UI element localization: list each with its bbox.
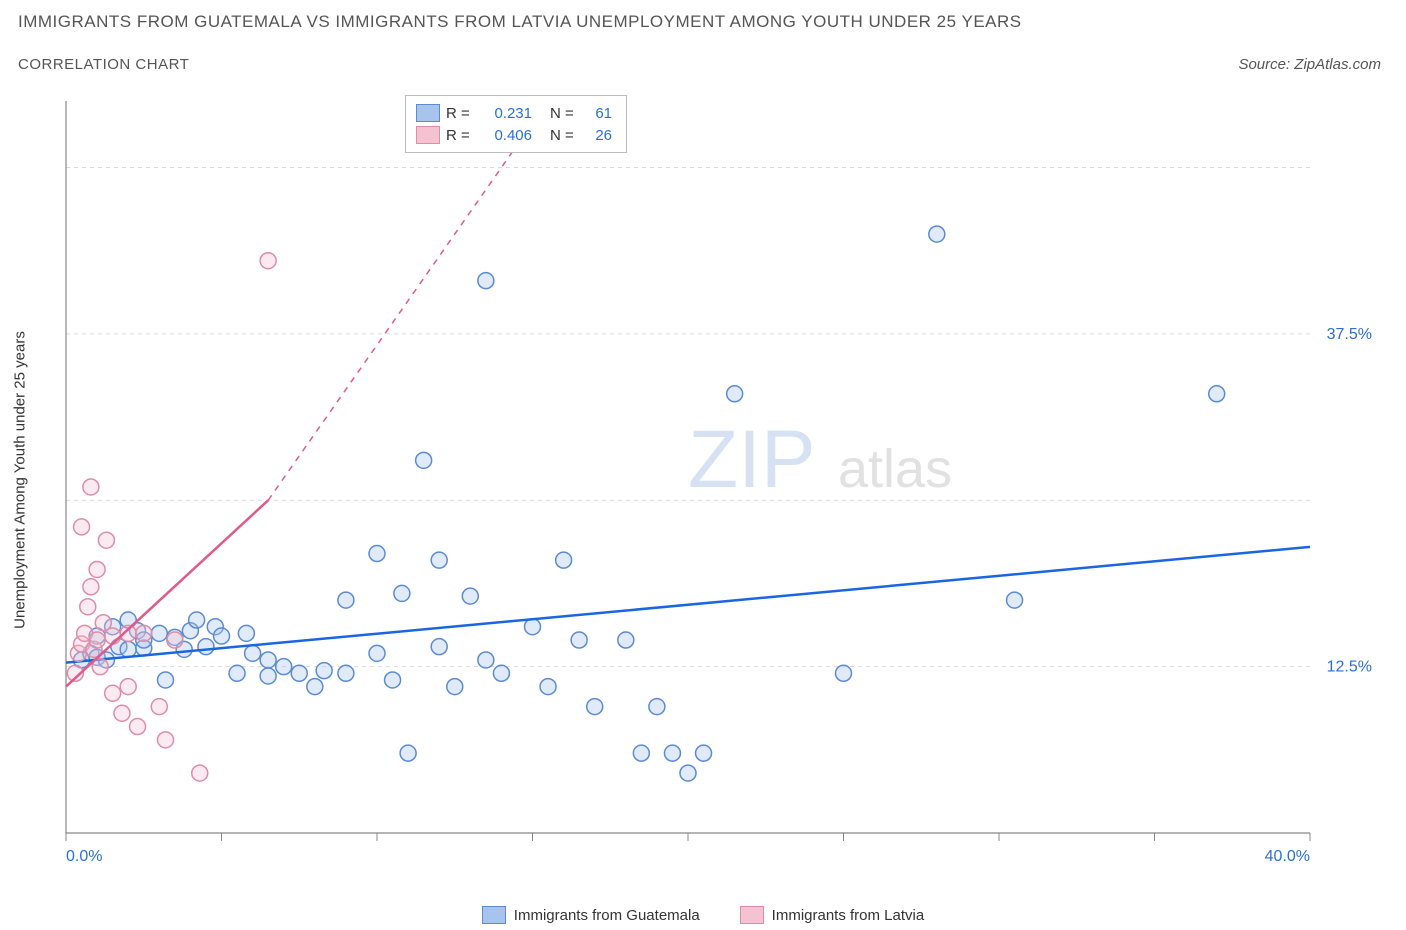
data-point (260, 652, 276, 668)
data-point (727, 386, 743, 402)
data-point (98, 532, 114, 548)
chart-container: IMMIGRANTS FROM GUATEMALA VS IMMIGRANTS … (0, 0, 1406, 930)
data-point (369, 645, 385, 661)
data-point (192, 765, 208, 781)
data-point (618, 632, 634, 648)
stats-legend-row: R = 0.406 N = 26 (416, 124, 612, 146)
data-point (130, 719, 146, 735)
legend-swatch (416, 126, 440, 144)
x-tick-label: 40.0% (1265, 848, 1310, 865)
data-point (478, 652, 494, 668)
n-value: 26 (584, 127, 612, 144)
data-point (696, 745, 712, 761)
legend-label: Immigrants from Latvia (772, 907, 925, 924)
x-tick-label: 0.0% (66, 848, 102, 865)
data-point (167, 632, 183, 648)
legend-swatch (740, 906, 764, 924)
legend-item: Immigrants from Guatemala (482, 906, 700, 924)
n-value: 61 (584, 105, 612, 122)
data-point (556, 552, 572, 568)
legend-label: Immigrants from Guatemala (514, 907, 700, 924)
data-point (385, 672, 401, 688)
data-point (633, 745, 649, 761)
n-label: N = (550, 105, 578, 122)
legend-swatch (416, 104, 440, 122)
data-point (120, 679, 136, 695)
trend-line (66, 547, 1310, 663)
chart-subtitle: CORRELATION CHART (18, 56, 189, 73)
data-point (493, 665, 509, 681)
data-point (1209, 386, 1225, 402)
data-point (238, 625, 254, 641)
data-point (114, 705, 130, 721)
data-point (664, 745, 680, 761)
data-point (587, 699, 603, 715)
data-point (151, 625, 167, 641)
data-point (338, 592, 354, 608)
legend-swatch (482, 906, 506, 924)
data-point (836, 665, 852, 681)
data-point (478, 273, 494, 289)
y-axis-label: Unemployment Among Youth under 25 years (12, 331, 29, 629)
data-point (276, 659, 292, 675)
r-value: 0.406 (482, 127, 532, 144)
data-point (74, 519, 90, 535)
data-point (1007, 592, 1023, 608)
chart-title: IMMIGRANTS FROM GUATEMALA VS IMMIGRANTS … (18, 12, 1022, 32)
data-point (929, 226, 945, 242)
data-point (214, 628, 230, 644)
data-point (229, 665, 245, 681)
n-label: N = (550, 127, 578, 144)
legend-item: Immigrants from Latvia (740, 906, 925, 924)
source-attribution: Source: ZipAtlas.com (1238, 56, 1381, 73)
data-point (151, 699, 167, 715)
data-point (431, 639, 447, 655)
data-point (105, 685, 121, 701)
data-point (158, 732, 174, 748)
stats-legend-row: R = 0.231 N = 61 (416, 102, 612, 124)
data-point (540, 679, 556, 695)
r-label: R = (446, 127, 476, 144)
data-point (649, 699, 665, 715)
data-point (260, 253, 276, 269)
data-point (189, 612, 205, 628)
data-point (338, 665, 354, 681)
trend-line-extrapolated (268, 101, 548, 500)
r-value: 0.231 (482, 105, 532, 122)
data-point (120, 641, 136, 657)
bottom-legend: Immigrants from Guatemala Immigrants from… (0, 906, 1406, 924)
data-point (316, 663, 332, 679)
data-point (89, 632, 105, 648)
data-point (136, 625, 152, 641)
data-point (198, 639, 214, 655)
data-point (431, 552, 447, 568)
data-point (369, 546, 385, 562)
data-point (158, 672, 174, 688)
data-point (462, 588, 478, 604)
data-point (245, 645, 261, 661)
data-point (307, 679, 323, 695)
data-point (447, 679, 463, 695)
y-tick-label: 37.5% (1327, 326, 1372, 343)
data-point (680, 765, 696, 781)
data-point (80, 599, 96, 615)
y-tick-label: 12.5% (1327, 659, 1372, 676)
scatter-plot: 12.5% 37.5% 0.0% 40.0% ZIP atlas R = 0.231 N = 61… (60, 95, 1380, 875)
r-label: R = (446, 105, 476, 122)
data-point (416, 452, 432, 468)
data-point (525, 619, 541, 635)
data-point (83, 479, 99, 495)
data-point (400, 745, 416, 761)
watermark: atlas (838, 439, 952, 499)
data-point (260, 668, 276, 684)
data-point (571, 632, 587, 648)
data-point (394, 585, 410, 601)
stats-legend: R = 0.231 N = 61 R = 0.406 N = 26 (405, 95, 665, 155)
data-point (105, 628, 121, 644)
data-point (83, 579, 99, 595)
watermark: ZIP (688, 414, 816, 505)
data-point (89, 561, 105, 577)
data-point (291, 665, 307, 681)
